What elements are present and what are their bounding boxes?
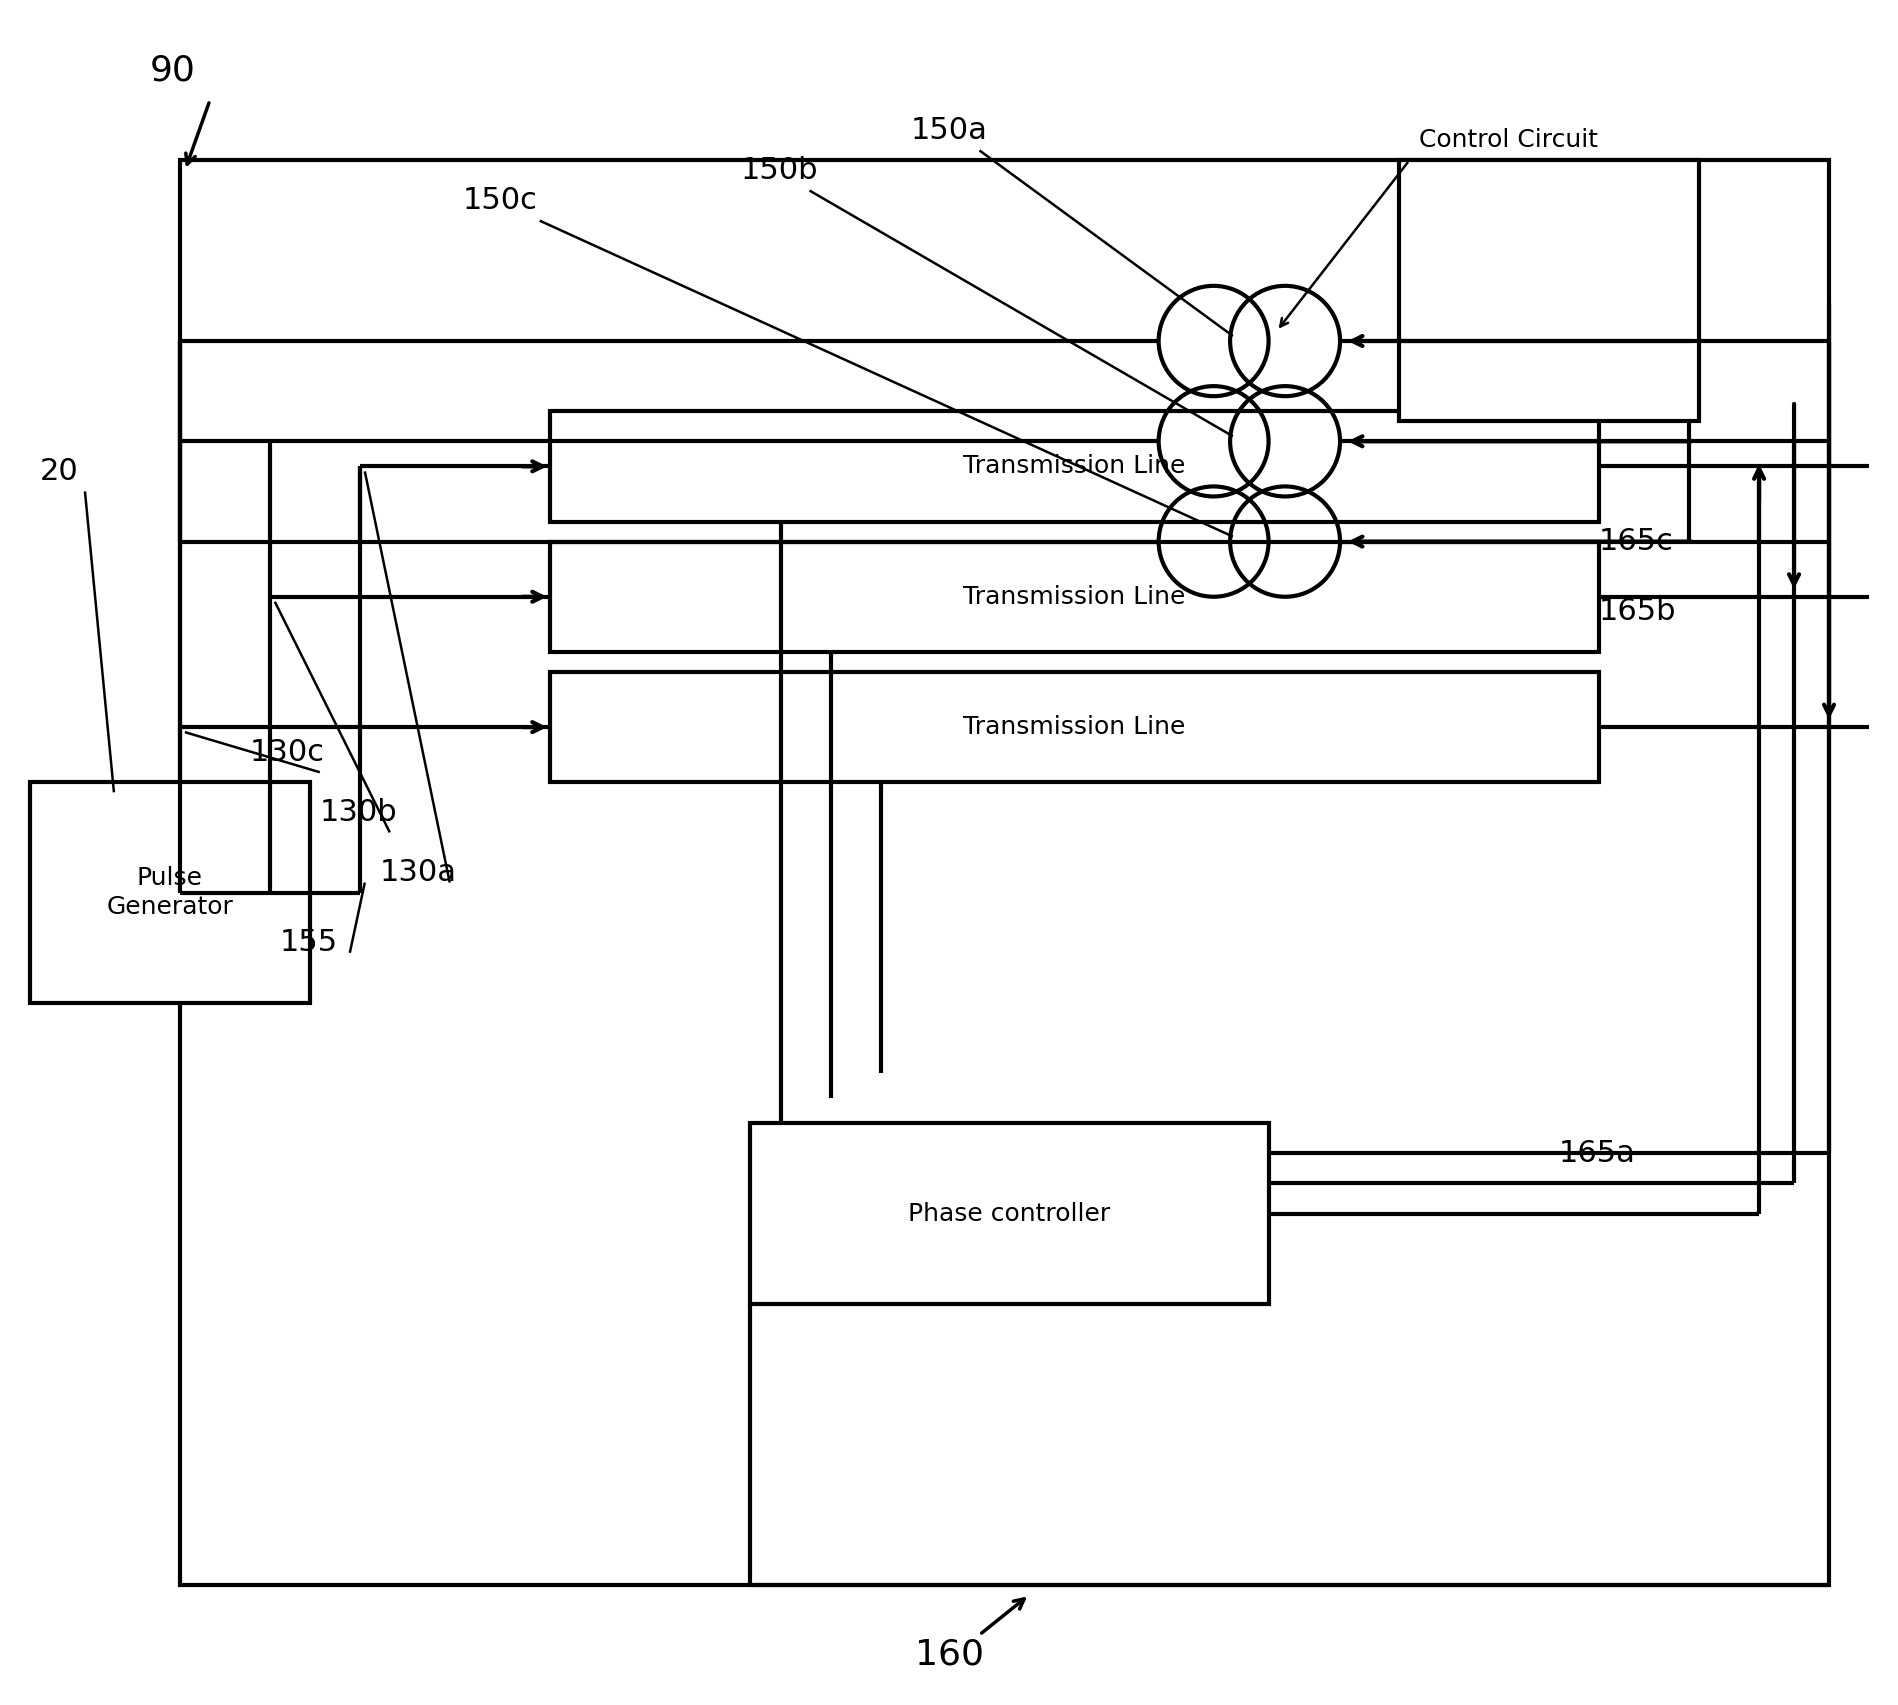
Text: 165c: 165c <box>1598 527 1674 556</box>
Bar <box>549 672 1598 783</box>
Text: 130c: 130c <box>251 738 325 767</box>
Text: Phase controller: Phase controller <box>907 1202 1110 1226</box>
Text: Transmission Line: Transmission Line <box>962 714 1184 740</box>
Text: 160: 160 <box>915 1639 983 1673</box>
Text: 165a: 165a <box>1558 1139 1636 1168</box>
Text: Control Circuit: Control Circuit <box>1418 128 1598 152</box>
Bar <box>180 160 1828 1584</box>
Bar <box>30 783 309 1003</box>
Text: 90: 90 <box>150 53 195 87</box>
Text: 150c: 150c <box>461 186 537 215</box>
Text: Pulse
Generator: Pulse Generator <box>106 866 233 919</box>
Text: 165b: 165b <box>1598 597 1676 626</box>
Text: Transmission Line: Transmission Line <box>962 585 1184 609</box>
Bar <box>549 411 1598 522</box>
Text: 150a: 150a <box>911 116 987 145</box>
Bar <box>549 542 1598 651</box>
Bar <box>1399 160 1699 421</box>
Text: 20: 20 <box>40 457 78 486</box>
Text: 155: 155 <box>279 928 338 957</box>
Text: 130b: 130b <box>319 798 397 827</box>
Bar <box>750 1124 1268 1304</box>
Text: 150b: 150b <box>740 155 818 186</box>
Text: Transmission Line: Transmission Line <box>962 454 1184 479</box>
Text: 130a: 130a <box>380 858 457 887</box>
